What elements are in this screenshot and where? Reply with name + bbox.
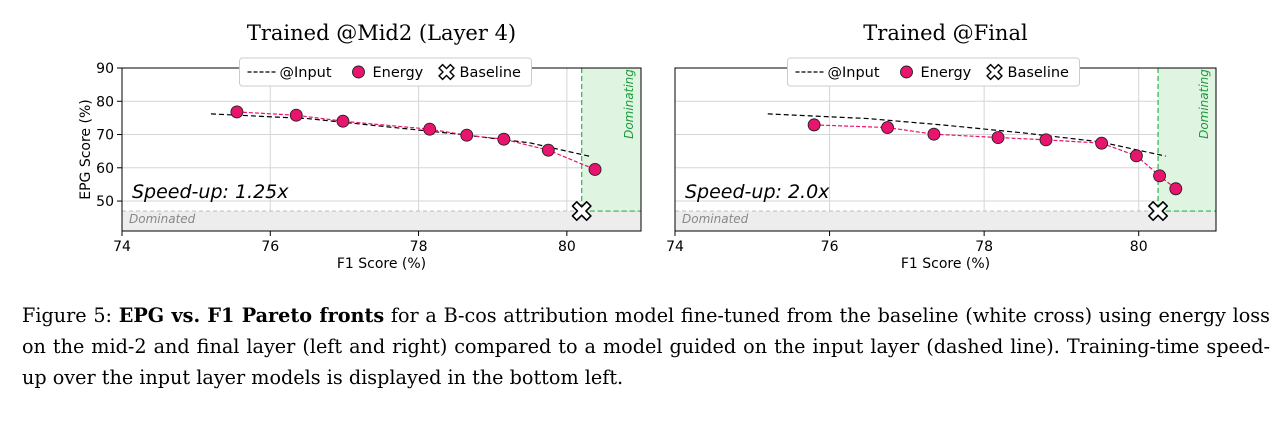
figure: Trained @Mid2 (Layer 4) Dominated Dominati…	[78, 21, 1217, 272]
dominating-label: Dominating	[622, 69, 636, 139]
dominated-label: Dominated	[129, 212, 196, 226]
dominated-label: Dominated	[682, 212, 749, 226]
energy-point	[230, 105, 244, 119]
energy-point	[497, 132, 511, 146]
energy-point	[336, 114, 350, 128]
energy-line	[814, 124, 1177, 190]
caption-text: for a B-cos attribution model fine-tuned…	[22, 304, 1270, 389]
energy-point	[289, 108, 303, 122]
legend-baseline-cross	[986, 63, 1003, 81]
legend-energy-label: Energy	[921, 65, 972, 81]
legend-energy-swatch	[352, 65, 365, 79]
energy-point	[1169, 182, 1183, 196]
energy-point	[927, 127, 941, 141]
y-axis-label: EPG Score (%)	[78, 99, 94, 199]
legend-box	[787, 57, 1080, 87]
chart-title: Trained @Mid2 (Layer 4)	[247, 21, 516, 45]
speedup-annotation: Speed-up: 2.0x	[685, 181, 830, 203]
x-tick-label: 74	[666, 239, 684, 255]
legend-box	[239, 57, 532, 87]
energy-point	[541, 143, 555, 157]
energy-point	[807, 118, 821, 132]
dominating-region	[581, 68, 641, 212]
legend: @Input Energy Baseline	[787, 57, 1080, 87]
x-tick-label: 78	[975, 239, 993, 255]
x-tick-label: 74	[113, 239, 131, 255]
energy-point	[881, 121, 894, 134]
y-tick-label: 60	[96, 161, 114, 177]
chart-panel-1: Trained @Mid2 (Layer 4) Dominated Dominati…	[78, 21, 642, 272]
legend-input-label: @Input	[280, 65, 332, 81]
figure-caption: Figure 5: EPG vs. F1 Pareto fronts for a…	[22, 300, 1270, 393]
y-tick-label: 70	[96, 128, 114, 144]
y-tick-label: 80	[96, 94, 114, 110]
legend-baseline-swatch	[986, 63, 1003, 81]
baseline-cross-marker	[571, 201, 592, 222]
legend-baseline-cross	[438, 63, 455, 81]
legend-baseline-swatch	[438, 63, 455, 81]
x-tick-label: 80	[1130, 239, 1148, 255]
y-tick-label: 90	[96, 61, 114, 77]
energy-point	[460, 128, 474, 142]
chart-panel-2: Trained @Final Dominated Dominating 74 76 78 8…	[666, 21, 1217, 272]
x-tick-label: 76	[261, 239, 279, 255]
baseline-cross-marker	[1148, 201, 1169, 222]
chart-title: Trained @Final	[863, 21, 1028, 45]
baseline-cross-shape	[1148, 201, 1169, 222]
x-axis-label: F1 Score (%)	[901, 256, 990, 272]
dominating-region	[1158, 68, 1216, 212]
legend: @Input Energy Baseline	[239, 57, 532, 87]
input-dashed-line	[767, 113, 1166, 157]
dominated-region	[675, 211, 1216, 231]
legend-baseline-label: Baseline	[460, 65, 522, 81]
y-tick-label: 50	[96, 194, 114, 210]
plot-frame	[121, 67, 642, 232]
energy-point	[1153, 169, 1167, 183]
speedup-annotation: Speed-up: 1.25x	[132, 181, 289, 203]
x-tick-label: 80	[558, 239, 576, 255]
x-axis-label: F1 Score (%)	[337, 256, 426, 272]
dominated-region	[122, 211, 641, 231]
legend-energy-swatch	[900, 65, 913, 79]
dominating-label: Dominating	[1197, 69, 1211, 139]
caption-bold: EPG vs. F1 Pareto fronts	[118, 304, 385, 327]
energy-point	[1095, 136, 1109, 150]
caption-prefix: Figure 5:	[22, 304, 119, 327]
energy-point	[1129, 149, 1143, 163]
baseline-cross-shape	[571, 201, 592, 222]
x-tick-label: 76	[821, 239, 839, 255]
x-tick-label: 78	[410, 239, 428, 255]
energy-point	[1039, 133, 1053, 147]
legend-input-label: @Input	[828, 65, 880, 81]
energy-line	[236, 111, 596, 171]
legend-baseline-label: Baseline	[1008, 65, 1070, 81]
energy-point	[588, 163, 602, 176]
energy-point	[991, 131, 1005, 144]
energy-point	[423, 122, 437, 136]
legend-energy-label: Energy	[373, 65, 424, 81]
